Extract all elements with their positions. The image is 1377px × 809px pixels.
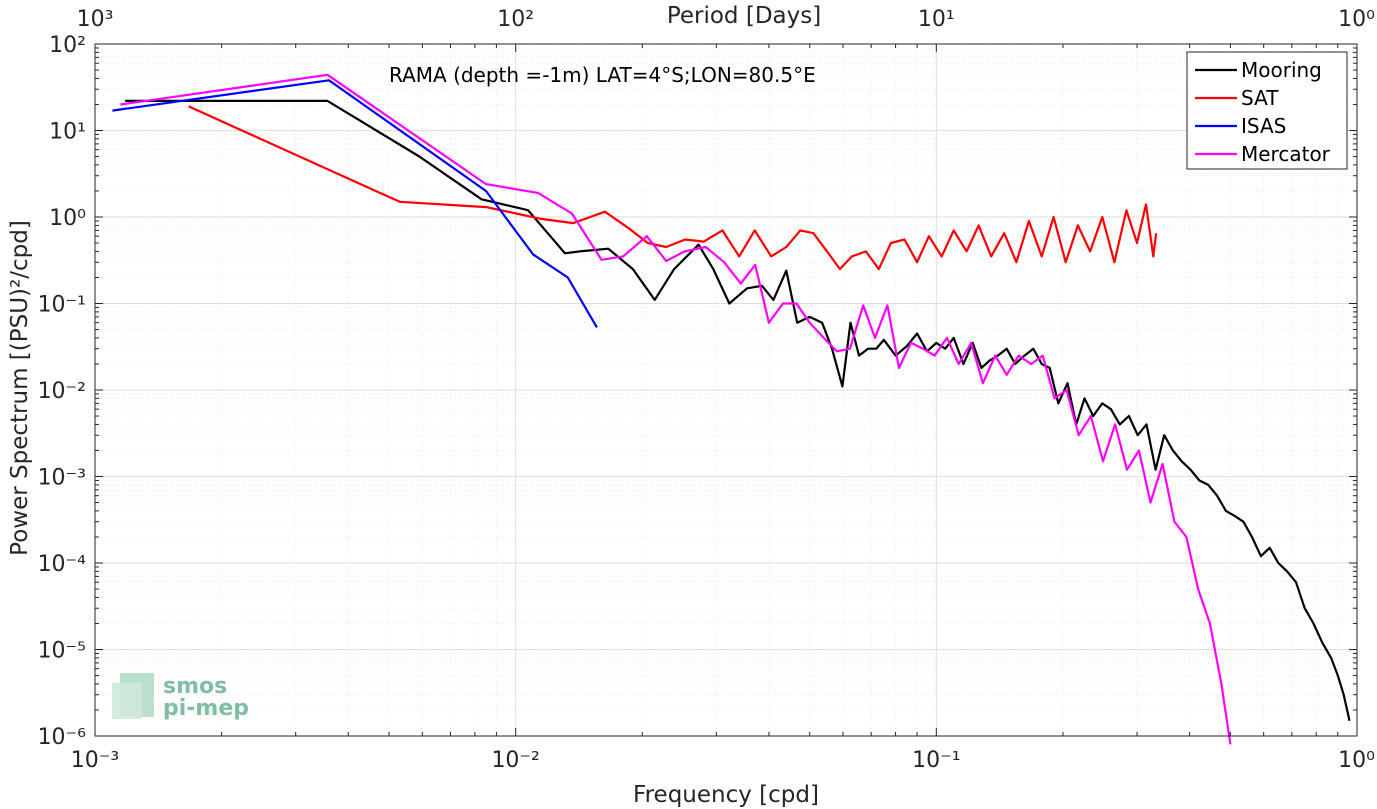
top-axis-label: Period [Days] — [667, 3, 821, 29]
series-layer — [112, 73, 1351, 745]
top-tick-label: 10² — [497, 7, 534, 32]
series-line-mooring — [125, 99, 1351, 722]
series-line-mercator — [120, 73, 1232, 745]
top-tick-label: 10¹ — [918, 7, 955, 32]
y-tick-label: 10⁰ — [49, 206, 86, 231]
y-tick-label: 10⁻⁵ — [38, 639, 86, 664]
y-tick-label: 10² — [49, 33, 86, 58]
top-tick-label: 10³ — [77, 7, 114, 32]
major-grid — [95, 44, 1357, 736]
top-tick-label: 10⁰ — [1338, 7, 1375, 32]
logo-line2: pi-mep — [163, 696, 249, 721]
series-line-sat — [188, 105, 1158, 271]
x-tick-label: 10⁻² — [491, 748, 539, 773]
x-axis-label: Frequency [cpd] — [633, 782, 819, 808]
y-axis-label: Power Spectrum [(PSU)²/cpd] — [7, 220, 33, 556]
logo-mark-back — [112, 683, 142, 719]
y-tick-label: 10¹ — [49, 120, 86, 145]
legend-box — [1186, 51, 1348, 170]
logo-line1: smos — [163, 674, 227, 699]
y-tick-label: 10⁻⁶ — [38, 725, 87, 750]
x-tick-label: 10⁻¹ — [912, 748, 960, 773]
y-tick-label: 10⁻² — [38, 379, 86, 404]
legend: Mooring SAT ISAS Mercator — [1186, 51, 1348, 170]
legend-label-mooring: Mooring — [1241, 58, 1322, 82]
x-tick-label: 10⁰ — [1338, 748, 1375, 773]
watermark-logo: smos pi-mep — [112, 673, 249, 721]
axis-ticks — [94, 43, 1358, 737]
chart-title: RAMA (depth =-1m) LAT=4°S;LON=80.5°E — [389, 63, 816, 87]
legend-label-mercator: Mercator — [1241, 142, 1331, 166]
y-tick-label: 10⁻¹ — [38, 293, 86, 318]
y-tick-label: 10⁻⁴ — [38, 552, 87, 577]
series-line-isas — [112, 79, 598, 328]
x-tick-label: 10⁻³ — [71, 748, 119, 773]
legend-label-sat: SAT — [1241, 86, 1279, 110]
legend-label-isas: ISAS — [1241, 114, 1286, 138]
y-tick-label: 10⁻³ — [38, 466, 86, 491]
